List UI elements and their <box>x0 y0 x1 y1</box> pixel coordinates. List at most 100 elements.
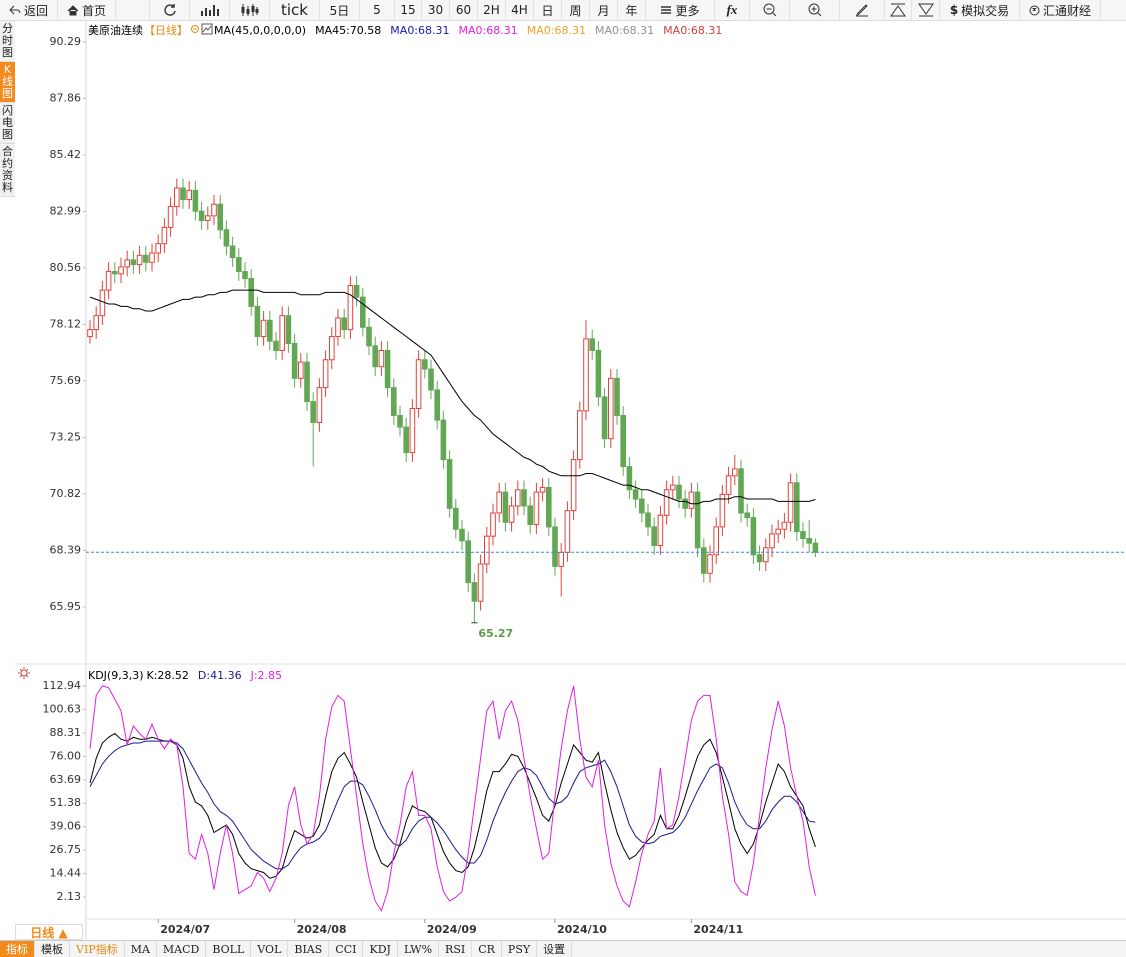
candle-body <box>229 245 236 259</box>
candle-body <box>459 528 465 542</box>
candle-body <box>167 206 174 228</box>
zoom-out-button[interactable] <box>750 0 790 20</box>
indicator-tab[interactable]: PSY <box>502 941 538 957</box>
price-legend: 美原油连续 【日线】 MA(45,0,0,0,0,0) MA45:70.58 MA0:6… <box>88 22 722 38</box>
candle-body <box>422 359 428 370</box>
toolbar-button[interactable]: 更多 <box>646 0 715 20</box>
side-tab[interactable]: 分时图 <box>0 21 15 62</box>
refresh-button[interactable] <box>150 0 190 20</box>
candle-body <box>725 475 732 495</box>
toolbar-button[interactable]: 4H <box>506 0 534 20</box>
candle-body <box>763 547 769 563</box>
candle-body <box>787 482 794 523</box>
toolbar-button[interactable]: 日 <box>534 0 562 20</box>
candle-body <box>558 551 565 567</box>
candle-body <box>434 389 440 421</box>
y-tick-label: 70.82 <box>50 487 82 500</box>
y-tick-label: 82.99 <box>50 204 82 217</box>
candle-body <box>564 510 571 553</box>
candle-body <box>130 259 137 266</box>
candle-body <box>632 489 639 500</box>
legend-item: MA(45,0,0,0,0,0) <box>214 23 307 37</box>
candle-body <box>570 459 577 512</box>
toolbar-button[interactable]: 月 <box>590 0 618 20</box>
candle-body <box>769 533 775 549</box>
toolbar-label: 4H <box>511 3 528 17</box>
side-tab[interactable]: 合约资料 <box>0 144 15 197</box>
candle-body <box>397 414 403 428</box>
side-tab[interactable]: K线图 <box>0 62 15 103</box>
spacer[interactable] <box>116 0 150 20</box>
toolbar-button[interactable]: 首页 <box>58 0 116 20</box>
indicator-tab[interactable]: BOLL <box>206 941 252 957</box>
candles <box>87 178 819 623</box>
indicator-tab[interactable]: LW% <box>398 941 440 957</box>
candle-body <box>260 319 267 338</box>
draw-button[interactable] <box>840 0 885 20</box>
toolbar-button[interactable]: 汇通财经 <box>1020 0 1101 20</box>
toolbar-button[interactable]: 15 <box>395 0 422 20</box>
candle-body <box>496 491 502 514</box>
down-arrow-button[interactable] <box>912 0 940 20</box>
candle-body <box>440 419 447 461</box>
candle-body <box>304 361 310 403</box>
candle-body <box>298 361 304 379</box>
candle-body <box>186 189 192 201</box>
indicator-tab[interactable]: VIP指标 <box>70 941 125 957</box>
candle-body <box>403 426 409 454</box>
kdj-line <box>89 740 816 870</box>
toolbar-button[interactable]: 年 <box>618 0 646 20</box>
candle-body <box>180 187 186 201</box>
legend-item: D:41.36 <box>197 668 242 682</box>
toolbar-label: 年 <box>625 3 638 18</box>
indicator-tab[interactable]: MACD <box>157 941 207 957</box>
indicator-tab[interactable]: 指标 <box>0 941 35 957</box>
x-tick-label: 2024/09 <box>427 923 477 936</box>
y-tick-label: 112.94 <box>43 679 82 692</box>
candle-body <box>471 582 478 602</box>
side-tab[interactable]: 闪电图 <box>0 103 15 144</box>
toolbar-button[interactable]: 5 <box>360 0 395 20</box>
indicator-tab[interactable]: RSI <box>439 941 473 957</box>
candle-body <box>347 284 354 331</box>
period-selector[interactable]: 日线 ▲ <box>15 924 83 940</box>
candle-body <box>756 554 763 563</box>
candle-body <box>322 359 329 389</box>
indicator-tab[interactable]: 模板 <box>35 941 70 957</box>
bar-icon-button[interactable] <box>190 0 230 20</box>
toolbar-label: 15 <box>400 3 416 17</box>
toolbar-button[interactable]: 周 <box>562 0 590 20</box>
up-arrow-button[interactable] <box>885 0 912 20</box>
candle-body <box>316 387 323 423</box>
formula-button[interactable]: fx <box>715 0 750 20</box>
y-tick-label: 100.63 <box>43 702 82 715</box>
candle-body <box>719 493 726 528</box>
legend-item: J:2.85 <box>250 668 283 682</box>
candle-body <box>453 507 459 530</box>
candle-body <box>192 189 199 212</box>
candle-body <box>409 408 416 454</box>
candle-body <box>713 526 720 556</box>
toolbar-label: tick <box>281 1 308 19</box>
toolbar-button[interactable]: 5日 <box>320 0 360 20</box>
indicator-tab[interactable]: CR <box>472 941 502 957</box>
candle-icon-button[interactable] <box>230 0 270 20</box>
toolbar-button[interactable]: 返回 <box>0 0 58 20</box>
y-tick-label: 80.56 <box>50 261 82 274</box>
toolbar-button[interactable]: $ 模拟交易 <box>940 0 1020 20</box>
toolbar-button[interactable]: 2H <box>478 0 506 20</box>
toolbar-button[interactable]: tick <box>270 0 320 20</box>
indicator-tab[interactable]: VOL <box>251 941 289 957</box>
y-tick-label: 65.95 <box>50 600 82 613</box>
indicator-tab[interactable]: MA <box>125 941 157 957</box>
instrument-name: 美原油连续 <box>88 24 143 37</box>
toolbar-button[interactable]: 60 <box>450 0 478 20</box>
indicator-tab[interactable]: BIAS <box>288 941 330 957</box>
indicator-tab[interactable]: KDJ <box>363 941 398 957</box>
y-tick-label: 14.44 <box>50 867 82 880</box>
indicator-tab[interactable]: 设置 <box>537 941 573 957</box>
toolbar-button[interactable]: 30 <box>422 0 450 20</box>
indicator-tab[interactable]: CCI <box>329 941 364 957</box>
candle-body <box>198 210 205 221</box>
zoom-in-button[interactable] <box>790 0 840 20</box>
